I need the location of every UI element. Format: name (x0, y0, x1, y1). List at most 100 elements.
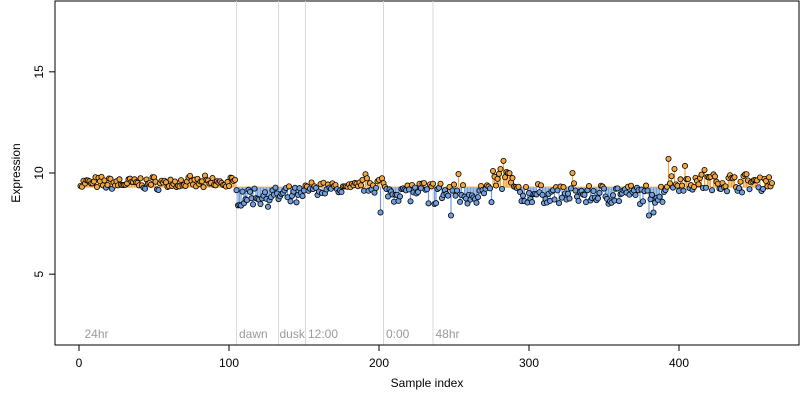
data-point (498, 185, 505, 192)
data-point (452, 192, 459, 199)
data-point (453, 187, 460, 194)
data-point (628, 182, 635, 189)
annotation-label: 48hr (436, 327, 460, 341)
data-point (736, 185, 743, 192)
data-point (147, 181, 154, 188)
data-point (407, 198, 414, 205)
data-point (293, 199, 300, 206)
annotations: 24hr dawn dusk 12:00 0:00 48hr (85, 327, 460, 341)
data-point (257, 200, 264, 207)
data-point (264, 203, 271, 210)
data-point (650, 209, 657, 216)
data-point (685, 176, 692, 183)
data-point (396, 193, 403, 200)
data-point (506, 170, 513, 177)
data-point (287, 198, 294, 205)
data-point (501, 174, 508, 181)
annotation-label: 12:00 (308, 327, 338, 341)
data-point (489, 167, 496, 174)
data-point (474, 194, 481, 201)
data-point (616, 198, 623, 205)
data-point (459, 182, 466, 189)
data-point (494, 175, 501, 182)
data-point (667, 180, 674, 187)
data-point (665, 155, 672, 162)
data-point (581, 191, 588, 198)
data-point (680, 187, 687, 194)
y-tick-label: 5 (32, 271, 46, 278)
data-point (679, 182, 686, 189)
data-point (739, 189, 746, 196)
data-point (450, 181, 457, 188)
y-tick-label: 15 (32, 65, 46, 79)
data-point (566, 195, 573, 202)
data-point (420, 180, 427, 187)
data-point (569, 169, 576, 176)
x-axis: 0 100 200 300 400 (76, 344, 689, 370)
data-point (473, 199, 480, 206)
data-point (709, 187, 716, 194)
data-point (423, 186, 430, 193)
data-point (722, 183, 729, 190)
data-point (590, 188, 597, 195)
data-point (554, 187, 561, 194)
data-point (695, 181, 702, 188)
data-point (492, 182, 499, 189)
data-point (429, 180, 436, 187)
data-point (155, 186, 162, 193)
data-point (668, 173, 675, 180)
data-point (261, 189, 268, 196)
data-point (649, 191, 656, 198)
data-point (575, 197, 582, 204)
data-point (743, 171, 750, 178)
x-tick-label: 200 (369, 356, 389, 370)
data-point (377, 209, 384, 216)
plot-frame (54, 0, 800, 346)
data-point (656, 193, 663, 200)
data-point (464, 200, 471, 207)
data-point (209, 175, 216, 182)
data-point (632, 192, 639, 199)
data-point (691, 183, 698, 190)
data-point (520, 192, 527, 199)
data-point (766, 174, 773, 181)
data-points (77, 155, 776, 219)
x-tick-label: 100 (219, 356, 239, 370)
data-point (456, 198, 463, 205)
data-point (551, 196, 558, 203)
annotation-label: dusk (280, 327, 306, 341)
data-point (486, 185, 493, 192)
data-point (731, 174, 738, 181)
data-point (239, 188, 246, 195)
data-point (246, 188, 253, 195)
data-point (610, 192, 617, 199)
data-point (251, 185, 258, 192)
data-point (137, 175, 144, 182)
data-point (405, 186, 412, 193)
data-point (200, 184, 207, 191)
data-point (357, 182, 364, 189)
data-point (509, 175, 516, 182)
x-axis-title: Sample index (391, 376, 464, 390)
data-point (529, 199, 536, 206)
data-point (285, 183, 292, 190)
data-point (556, 200, 563, 207)
data-point (515, 183, 522, 190)
y-axis: 5 10 15 (32, 65, 56, 278)
y-tick-label: 10 (32, 166, 46, 180)
data-point (760, 185, 767, 192)
data-point (372, 184, 379, 191)
data-point (560, 184, 567, 191)
data-point (595, 195, 602, 202)
data-point (186, 172, 193, 179)
data-point (272, 184, 279, 191)
data-point (640, 198, 647, 205)
data-point (586, 182, 593, 189)
data-point (432, 200, 439, 207)
x-tick-label: 300 (519, 356, 539, 370)
data-point (171, 178, 178, 185)
data-point (338, 189, 345, 196)
data-point (596, 189, 603, 196)
data-point (769, 180, 776, 187)
